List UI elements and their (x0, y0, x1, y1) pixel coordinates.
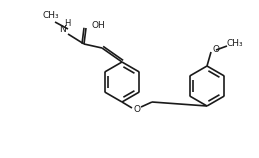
Text: H: H (64, 18, 70, 27)
Text: OH: OH (92, 21, 106, 30)
Text: N: N (60, 25, 66, 34)
Text: O: O (133, 106, 140, 115)
Text: CH₃: CH₃ (43, 10, 59, 19)
Text: CH₃: CH₃ (227, 40, 243, 49)
Text: O: O (212, 46, 219, 55)
